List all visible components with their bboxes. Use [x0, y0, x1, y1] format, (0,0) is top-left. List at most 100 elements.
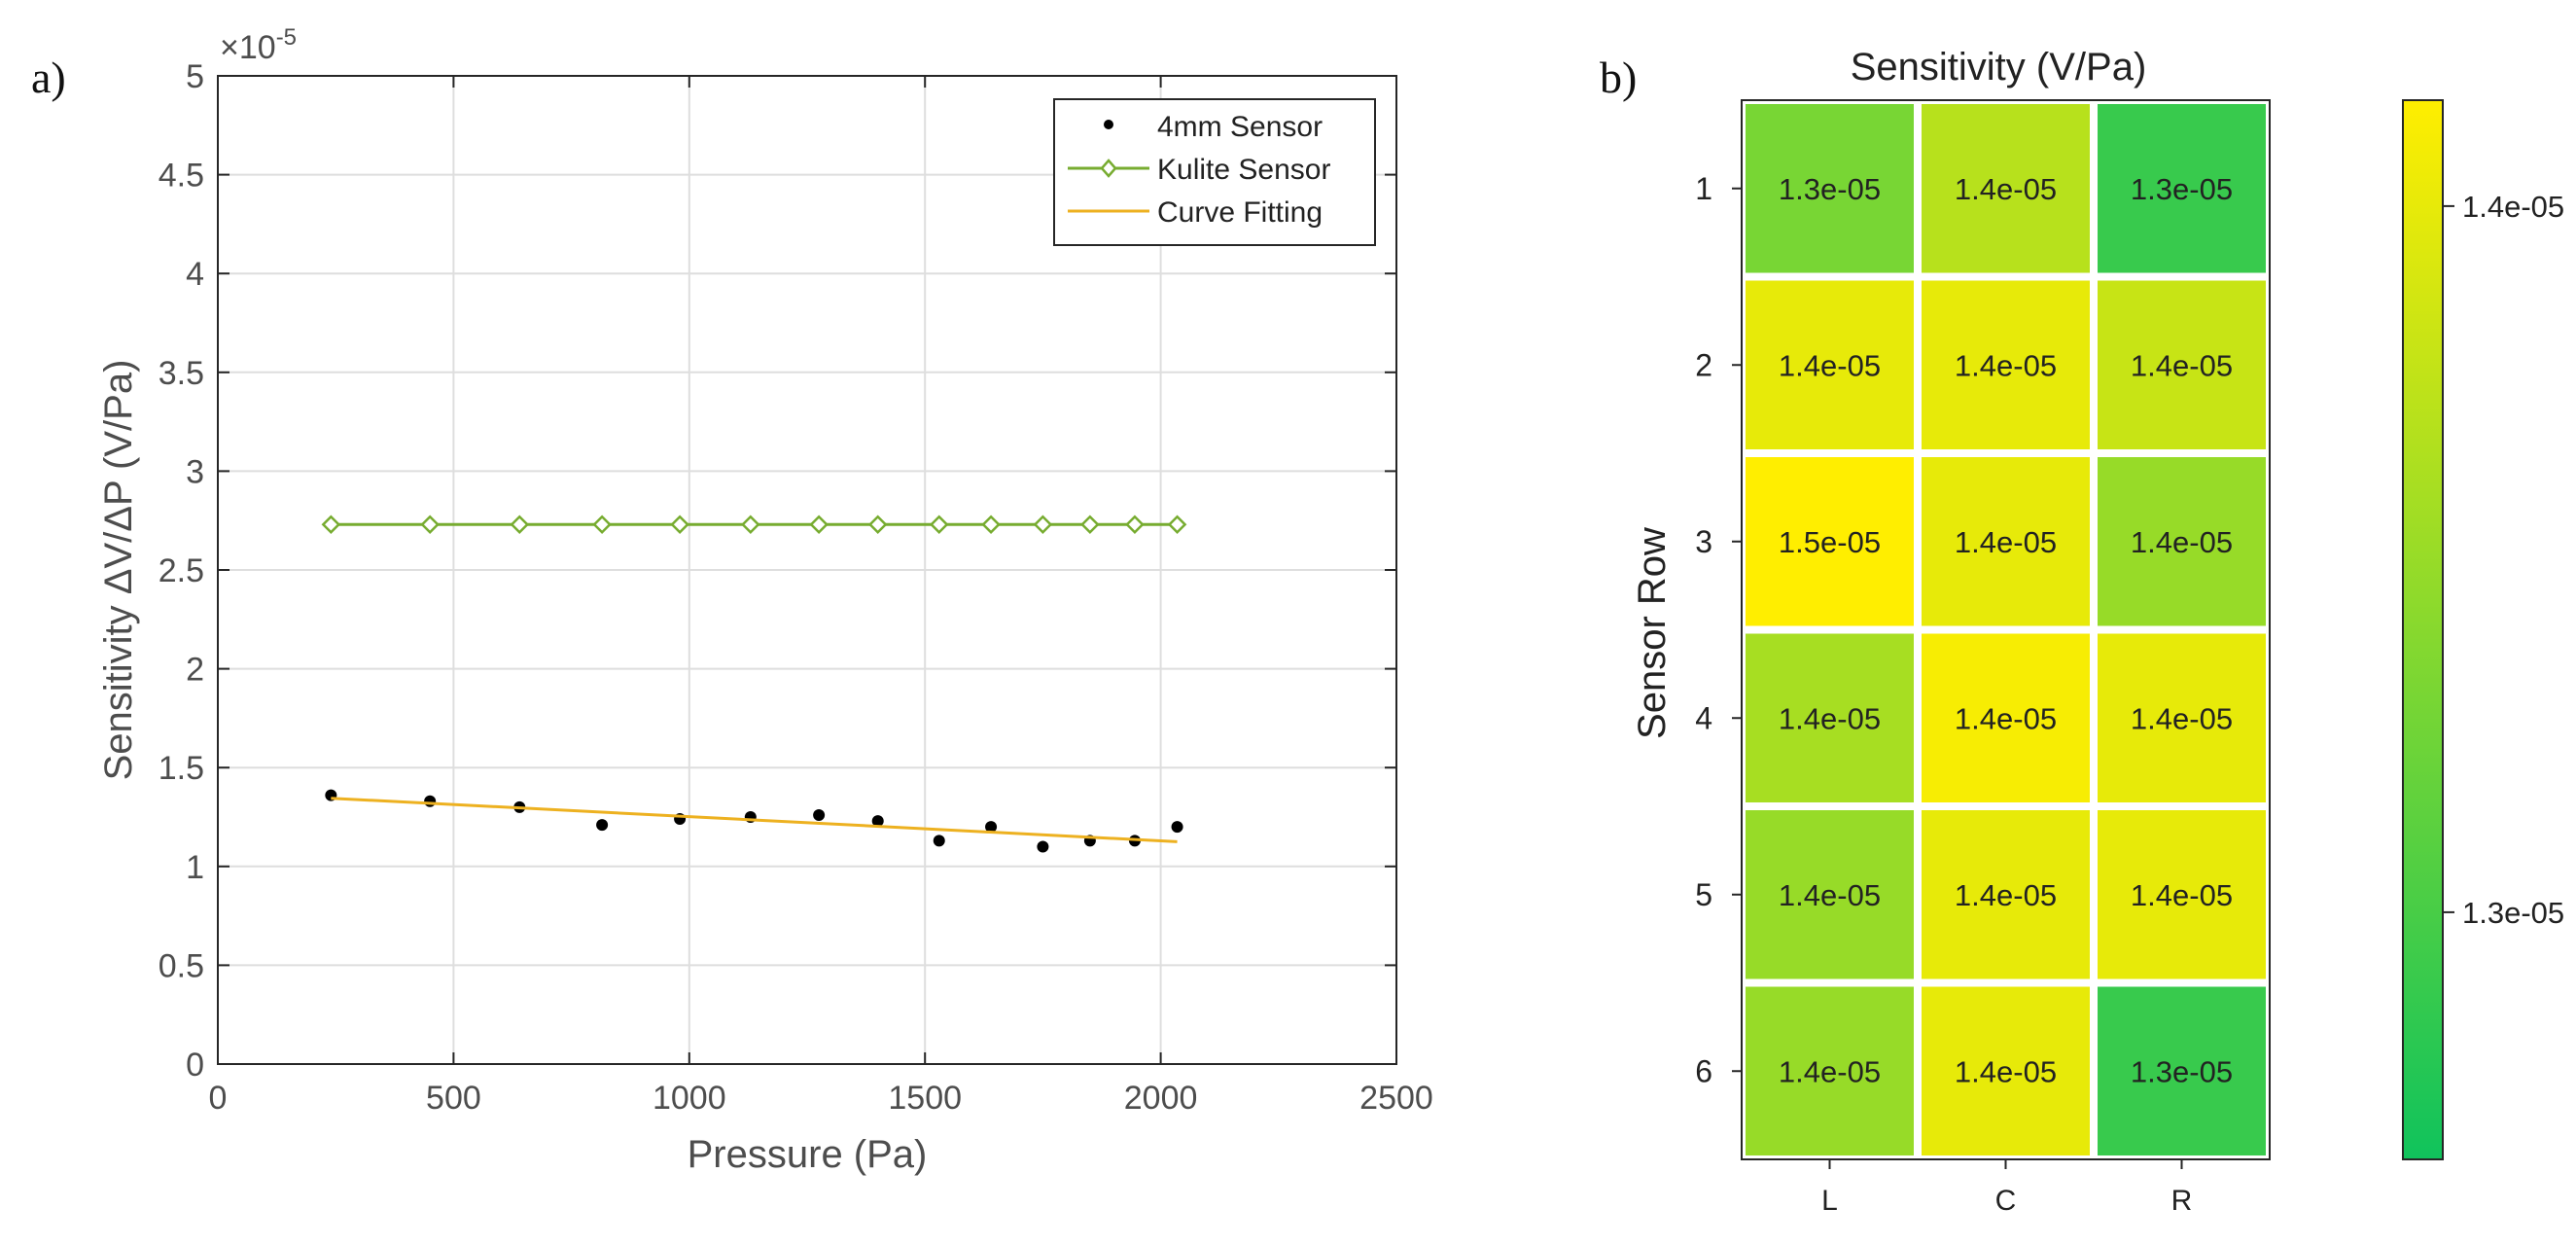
sensor-4mm-point	[985, 821, 998, 834]
heatmap-cell	[1922, 986, 2090, 1155]
heatmap-cell-label: 1.4e-05	[2131, 525, 2233, 559]
kulite-point	[1080, 515, 1100, 535]
row-tick-label: 3	[1695, 524, 1712, 559]
y-tick-label: 4	[186, 256, 204, 293]
heatmap-cell-label: 1.4e-05	[1955, 525, 2057, 559]
heatmap-y-axis-label: Sensor Row	[1631, 527, 1674, 739]
heatmap-cell-label: 1.4e-05	[1955, 348, 2057, 382]
heatmap-cell	[1746, 280, 1914, 449]
series-line-curve-fitting	[331, 797, 1178, 843]
y-tick-label: 2	[186, 652, 204, 689]
y-tick-label: 3.5	[159, 355, 204, 392]
heatmap-area	[1742, 100, 2270, 1159]
kulite-point	[510, 515, 530, 535]
heatmap-cell	[1746, 633, 1914, 802]
panel-a-label: a)	[31, 53, 66, 102]
sensor-4mm-point	[813, 808, 826, 821]
colorbar-tick-label: 1.4e-05	[2462, 190, 2564, 224]
y-tick-label: 3	[186, 453, 204, 490]
heatmap-cell	[1922, 633, 2090, 802]
tick-labels: 0 500 1000 1500 2000 2500 0 0.5 1 1.5 2 2.5 3 3.5 4 4.5…	[159, 58, 1433, 1117]
heatmap-cell	[1922, 104, 2090, 273]
heatmap-cell-label: 1.4e-05	[1779, 701, 1881, 735]
heatmap-cell-label: 1.4e-05	[2131, 701, 2233, 735]
series	[321, 515, 1187, 853]
heatmap-cell	[2098, 810, 2266, 979]
sensitivity-heatmap: Sensitivity (V/Pa) Sensor Row 1.3e-05 1.4…	[1631, 46, 2564, 1217]
y-tick-label: 5	[186, 58, 204, 95]
heatmap-cell	[1746, 104, 1914, 273]
sensor-4mm-point	[596, 819, 609, 832]
heatmap-cell-label: 1.5e-05	[1779, 525, 1881, 559]
heatmap-tick-labels: 1 2 3 4 5 6 L C R	[1695, 171, 2192, 1217]
row-tick-label: 5	[1695, 877, 1712, 912]
row-tick-label: 6	[1695, 1053, 1712, 1088]
heatmap-cell-label: 1.4e-05	[1779, 878, 1881, 912]
kulite-point	[981, 515, 1001, 535]
kulite-point	[321, 515, 341, 535]
kulite-point	[670, 515, 689, 535]
legend-marker-kulite	[1100, 159, 1117, 178]
kulite-point	[809, 515, 829, 535]
heatmap-cell	[1922, 280, 2090, 449]
kulite-point	[929, 515, 949, 535]
x-tick-label: 1500	[888, 1080, 962, 1117]
heatmap-cell	[1922, 457, 2090, 626]
x-tick-label: 2500	[1359, 1080, 1433, 1117]
kulite-point	[592, 515, 612, 535]
heatmap-cell-label: 1.4e-05	[2131, 878, 2233, 912]
x-axis-label: Pressure (Pa)	[688, 1133, 928, 1176]
y-exponent-label: ×10-5	[220, 24, 297, 66]
sensor-4mm-point	[1037, 840, 1049, 853]
heatmap-cell-label: 1.4e-05	[1955, 701, 2057, 735]
x-tick-label: 2000	[1124, 1080, 1198, 1117]
heatmap-cell	[1922, 810, 2090, 979]
heatmap-cell	[1746, 986, 1914, 1155]
heatmap-cell-label: 1.3e-05	[2131, 1054, 2233, 1088]
heatmap-cell	[2098, 986, 2266, 1155]
y-axis-label: Sensitivity ΔV/ΔP (V/Pa)	[97, 360, 140, 781]
y-tick-label: 1	[186, 849, 204, 886]
colorbar-ticks: 1.4e-05 1.3e-05	[2443, 190, 2564, 930]
y-tick-label: 0.5	[159, 947, 204, 984]
row-tick-label: 4	[1695, 700, 1712, 735]
heatmap-cell-label: 1.4e-05	[1955, 172, 2057, 206]
y-tick-label: 0	[186, 1047, 204, 1084]
y-tick-label: 1.5	[159, 750, 204, 787]
kulite-point	[741, 515, 760, 535]
heatmap-cell	[2098, 457, 2266, 626]
legend-label-fit: Curve Fitting	[1157, 196, 1323, 229]
kulite-point	[1125, 515, 1145, 535]
heatmap-cell-label: 1.4e-05	[1779, 1054, 1881, 1088]
legend-label-kulite: Kulite Sensor	[1157, 154, 1330, 186]
legend-label-4mm: 4mm Sensor	[1157, 111, 1323, 143]
heatmap-cell-label: 1.3e-05	[1779, 172, 1881, 206]
kulite-point	[867, 515, 888, 535]
column-tick-label: R	[2171, 1185, 2193, 1217]
heatmap-cell-label: 1.4e-05	[1955, 1054, 2057, 1088]
y-tick-label: 4.5	[159, 158, 204, 195]
legend-marker-4mm	[1104, 120, 1113, 129]
x-tick-label: 0	[209, 1080, 228, 1117]
x-tick-label: 500	[426, 1080, 481, 1117]
heatmap-cell-label: 1.4e-05	[2131, 348, 2233, 382]
legend: 4mm Sensor Kulite Sensor Curve Fitting	[1053, 98, 1376, 246]
sensor-4mm-point	[933, 835, 945, 847]
kulite-point	[1033, 515, 1053, 535]
heatmap-cell-label: 1.4e-05	[1955, 878, 2057, 912]
heatmap-cell-label: 1.3e-05	[2131, 172, 2233, 206]
heatmap-cell	[1746, 457, 1914, 626]
kulite-point	[1167, 515, 1187, 535]
row-tick-label: 2	[1695, 347, 1712, 382]
y-tick-label: 2.5	[159, 552, 204, 589]
colorbar-tick-label: 1.3e-05	[2462, 896, 2564, 930]
heatmap-cell	[1746, 810, 1914, 979]
sensor-4mm-point	[424, 795, 437, 807]
x-tick-label: 1000	[653, 1080, 726, 1117]
grid	[217, 75, 1397, 1065]
row-tick-label: 1	[1695, 171, 1712, 206]
sensor-4mm-point	[871, 815, 884, 828]
heatmap-cell	[2098, 280, 2266, 449]
panel-b-label: b)	[1600, 53, 1637, 102]
column-tick-label: C	[1995, 1185, 2017, 1217]
